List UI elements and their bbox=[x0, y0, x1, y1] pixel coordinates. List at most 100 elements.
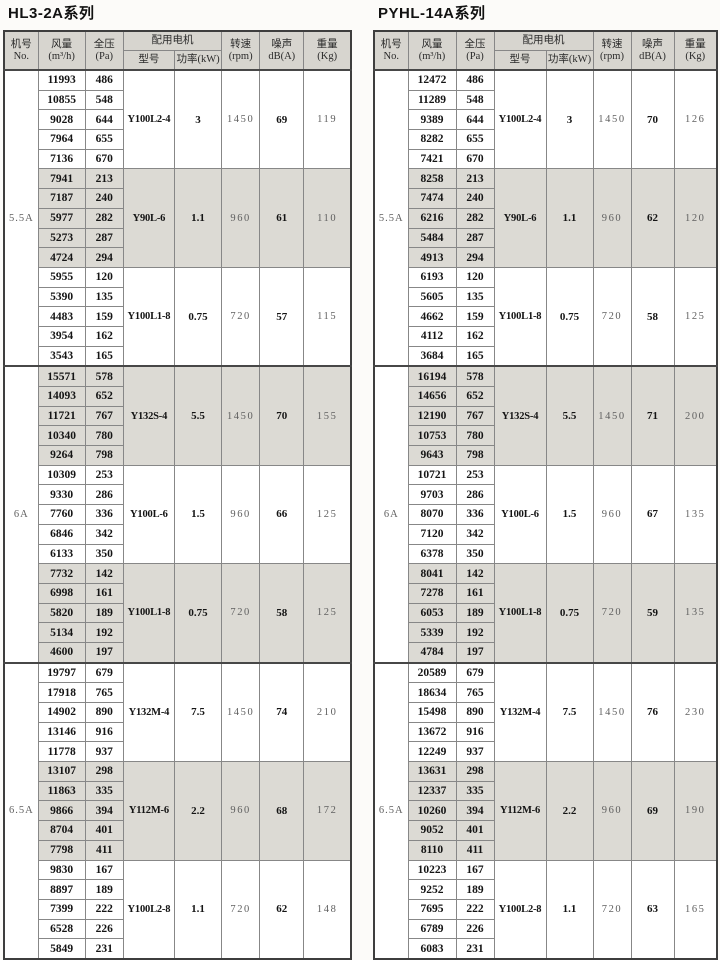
col-header-weight-line: 重量 bbox=[684, 38, 706, 50]
pressure-cell: 167 bbox=[455, 859, 495, 881]
catalog-page: HL3-2A系列 机号 No. 风量 (m³/h) 全压 (Pa) 配用电机 转速 (rpm) 噪声… bbox=[3, 5, 718, 960]
pressure-cell: 335 bbox=[84, 780, 124, 802]
table-row: 7278 161 bbox=[374, 582, 717, 604]
noise-cell: 63 bbox=[630, 859, 675, 960]
pressure-cell: 286 bbox=[84, 484, 124, 506]
pressure-cell: 342 bbox=[84, 523, 124, 545]
airflow-cell: 9830 bbox=[37, 859, 86, 881]
motor-power-cell: 7.5 bbox=[545, 661, 594, 763]
airflow-cell: 7421 bbox=[407, 148, 457, 170]
pressure-cell: 240 bbox=[84, 188, 124, 209]
table-row: 13672 916 bbox=[374, 721, 717, 743]
col-header-motor-model: 型号 bbox=[493, 50, 547, 71]
table-row: 5.5A 12472 486 Y100L2-4 3 1450 70 126 bbox=[373, 68, 718, 367]
pressure-cell: 350 bbox=[455, 543, 495, 565]
col-header-airflow: 风量 (m³/h) bbox=[37, 30, 86, 71]
motor-power-cell: 2.2 bbox=[173, 761, 223, 861]
airflow-cell: 7964 bbox=[37, 129, 86, 150]
airflow-cell: 4662 bbox=[407, 306, 457, 327]
table-title-pyhl-14a: PYHL-14A系列 bbox=[378, 5, 486, 22]
col-header-pressure-line: (Pa) bbox=[466, 50, 484, 62]
pressure-cell: 890 bbox=[84, 702, 124, 723]
airflow-cell: 5484 bbox=[407, 227, 457, 249]
table-row: 8070 336 bbox=[374, 504, 717, 525]
col-header-noise: 噪声 dB(A) bbox=[259, 30, 305, 71]
speed-cell: 1450 bbox=[221, 661, 261, 763]
col-header-weight-line: 重量 bbox=[316, 38, 338, 50]
airflow-cell: 6053 bbox=[407, 602, 457, 624]
airflow-cell: 4913 bbox=[407, 247, 457, 268]
airflow-cell: 8110 bbox=[407, 839, 457, 861]
pressure-cell: 287 bbox=[84, 227, 124, 249]
pressure-cell: 120 bbox=[84, 266, 124, 288]
airflow-cell: 5849 bbox=[37, 938, 86, 960]
pressure-cell: 890 bbox=[455, 702, 495, 723]
airflow-cell: 13107 bbox=[37, 761, 86, 782]
series-no-cell: 6A bbox=[373, 365, 409, 664]
airflow-cell: 6378 bbox=[407, 543, 457, 565]
pressure-cell: 226 bbox=[455, 918, 495, 940]
speed-cell: 1450 bbox=[592, 661, 632, 763]
airflow-cell: 15571 bbox=[37, 365, 86, 388]
col-header-motor-model: 型号 bbox=[122, 50, 175, 71]
airflow-cell: 11993 bbox=[37, 68, 86, 91]
pressure-cell: 767 bbox=[455, 405, 495, 427]
pressure-cell: 161 bbox=[84, 582, 124, 604]
airflow-cell: 9643 bbox=[407, 445, 457, 466]
table-row: 8704 401 bbox=[4, 820, 351, 841]
col-header-airflow-line: (m³/h) bbox=[418, 50, 446, 62]
airflow-cell: 7760 bbox=[37, 504, 86, 525]
airflow-cell: 7798 bbox=[37, 839, 86, 861]
pressure-cell: 765 bbox=[455, 682, 495, 703]
pressure-cell: 298 bbox=[455, 761, 495, 782]
pressure-cell: 222 bbox=[84, 898, 124, 920]
col-header-airflow-line: 风量 bbox=[51, 38, 73, 50]
col-header-weight-line: (Kg) bbox=[317, 50, 338, 62]
pressure-cell: 394 bbox=[455, 800, 495, 822]
pressure-cell: 231 bbox=[84, 938, 124, 960]
pressure-cell: 342 bbox=[455, 523, 495, 545]
motor-power-cell: 1.5 bbox=[545, 464, 594, 565]
col-header-series-line: No. bbox=[13, 50, 30, 62]
noise-cell: 62 bbox=[630, 168, 675, 268]
series-no-cell: 6.5A bbox=[3, 661, 39, 960]
airflow-cell: 6133 bbox=[37, 543, 86, 565]
motor-model-cell: Y100L2-8 bbox=[493, 859, 547, 960]
col-header-airflow-line: (m³/h) bbox=[48, 50, 75, 62]
pressure-cell: 240 bbox=[455, 188, 495, 209]
pressure-cell: 486 bbox=[84, 68, 124, 91]
pressure-cell: 226 bbox=[84, 918, 124, 940]
airflow-cell: 5339 bbox=[407, 622, 457, 643]
airflow-cell: 4784 bbox=[407, 641, 457, 664]
col-header-pressure-line: 全压 bbox=[93, 38, 115, 50]
motor-model-cell: Y132M-4 bbox=[122, 661, 175, 763]
motor-power-cell: 0.75 bbox=[545, 266, 594, 367]
table-row: 5977 282 bbox=[4, 207, 351, 229]
motor-power-cell: 0.75 bbox=[173, 563, 223, 664]
noise-cell: 67 bbox=[630, 464, 675, 565]
pressure-cell: 548 bbox=[455, 89, 495, 111]
table-body: 5.5A 11993 486 Y100L2-4 3 1450 69 119 10855 548 90… bbox=[3, 68, 352, 960]
pressure-cell: 159 bbox=[455, 306, 495, 327]
motor-model-cell: Y112M-6 bbox=[122, 761, 175, 861]
motor-model-cell: Y100L-6 bbox=[493, 464, 547, 565]
pressure-cell: 253 bbox=[84, 464, 124, 486]
motor-power-cell: 1.1 bbox=[173, 859, 223, 960]
airflow-cell: 8704 bbox=[37, 820, 86, 841]
pressure-cell: 167 bbox=[84, 859, 124, 881]
pressure-cell: 411 bbox=[455, 839, 495, 861]
airflow-cell: 9703 bbox=[407, 484, 457, 506]
weight-cell: 119 bbox=[303, 69, 352, 170]
airflow-cell: 17918 bbox=[37, 682, 86, 703]
airflow-cell: 10260 bbox=[407, 800, 457, 822]
weight-cell: 135 bbox=[673, 563, 718, 664]
airflow-cell: 8041 bbox=[407, 563, 457, 584]
motor-model-cell: Y132S-4 bbox=[493, 365, 547, 466]
col-header-motor-power: 功率(kW) bbox=[173, 50, 223, 71]
airflow-cell: 11778 bbox=[37, 741, 86, 763]
series-no-cell: 6.5A bbox=[373, 661, 409, 960]
pressure-cell: 142 bbox=[84, 563, 124, 584]
pressure-cell: 401 bbox=[84, 820, 124, 841]
speed-cell: 720 bbox=[592, 563, 632, 664]
speed-cell: 720 bbox=[592, 266, 632, 367]
